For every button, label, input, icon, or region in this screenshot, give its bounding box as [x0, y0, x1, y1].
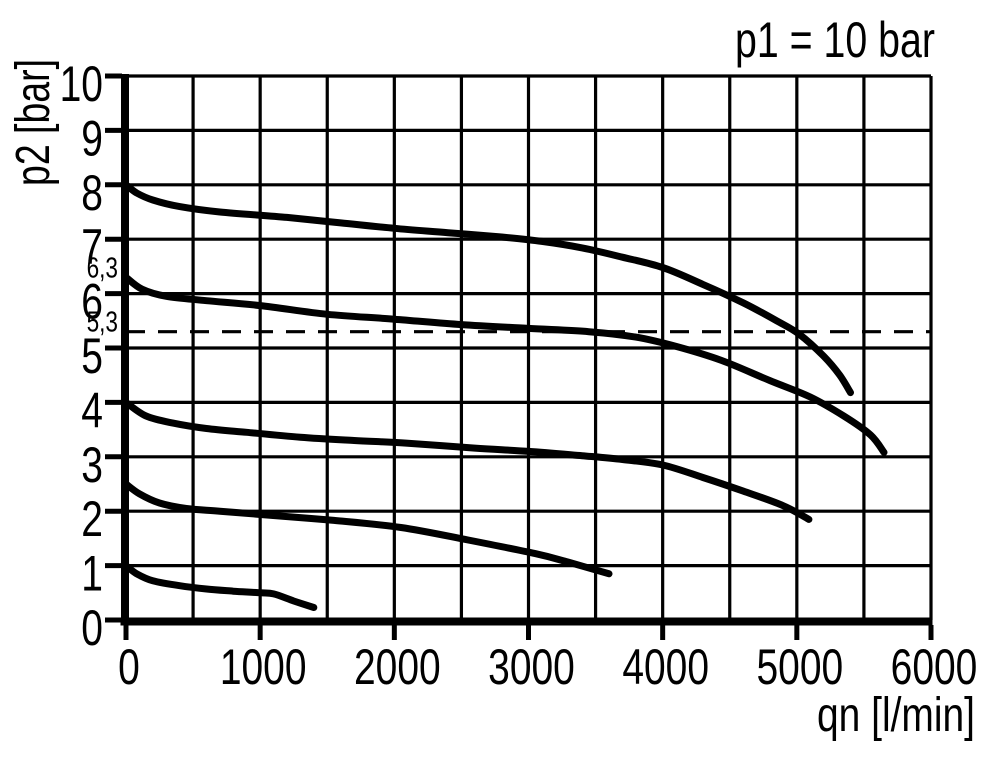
- y-tick-label: 0: [81, 600, 103, 656]
- special-y-label: 5,3: [87, 307, 118, 339]
- x-tick-label: 1000: [220, 639, 307, 695]
- y-tick-label: 9: [81, 110, 103, 166]
- curves-layer: [122, 181, 888, 611]
- chart-title: p1 = 10 bar: [735, 12, 935, 68]
- x-axis-label: qn [l/min]: [817, 689, 975, 742]
- x-tick-label: 6000: [891, 639, 978, 695]
- x-tick-label: 2000: [354, 639, 441, 695]
- x-tick-label: 3000: [488, 639, 575, 695]
- y-tick-label: 10: [60, 56, 103, 112]
- curve-set-8-bar: [122, 181, 854, 397]
- x-tick-label: 4000: [622, 639, 709, 695]
- special-y-label: 6,3: [87, 252, 118, 284]
- axes-layer: [120, 74, 933, 626]
- curve-set-1-bar: [122, 562, 318, 611]
- y-tick-label: 7: [81, 219, 103, 275]
- curve-set-6-3-bar: [122, 273, 888, 456]
- y-tick-label: 4: [81, 382, 103, 438]
- x-tick-label: 0: [118, 639, 140, 695]
- y-tick-label: 5: [81, 328, 103, 384]
- ticks-layer: [105, 73, 934, 640]
- y-tick-label: 6: [81, 274, 103, 330]
- y-tick-label: 2: [81, 491, 103, 547]
- y-tick-label: 3: [81, 437, 103, 493]
- x-tick-label: 5000: [756, 639, 843, 695]
- y-tick-label: 1: [81, 546, 103, 602]
- curve-set-4-bar: [122, 398, 813, 523]
- curve-set-2-5-bar: [122, 480, 613, 578]
- y-axis-label: p2 [bar]: [7, 59, 60, 186]
- y-tick-label: 8: [81, 165, 103, 221]
